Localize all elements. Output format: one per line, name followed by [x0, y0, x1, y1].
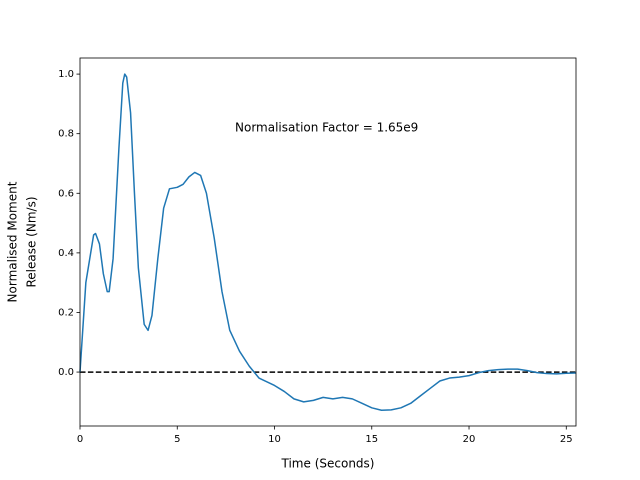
x-tick-label: 20	[463, 434, 476, 445]
data-line	[79, 73, 577, 411]
annotation: Normalisation Factor = 1.65e9	[235, 121, 418, 135]
y-axis-label: Normalised Moment	[6, 181, 20, 302]
x-tick-label: 15	[365, 434, 378, 445]
x-axis-label: Time (Seconds)	[281, 457, 375, 471]
x-tick-label: 0	[77, 434, 83, 445]
plot-frame	[79, 57, 577, 427]
y-tick-label: 0.0	[58, 367, 74, 378]
x-tick-label: 5	[174, 434, 180, 445]
y-tick-label: 0.8	[58, 129, 74, 140]
y-tick-label: 0.6	[58, 188, 74, 199]
x-tick-label: 25	[560, 434, 573, 445]
y-tick-label: 0.2	[58, 307, 74, 318]
x-tick-label: 10	[268, 434, 281, 445]
y-tick-label: 0.4	[58, 248, 74, 259]
y-tick-label: 1.0	[58, 69, 74, 80]
y-axis-label: Release (Nm/s)	[25, 196, 39, 287]
